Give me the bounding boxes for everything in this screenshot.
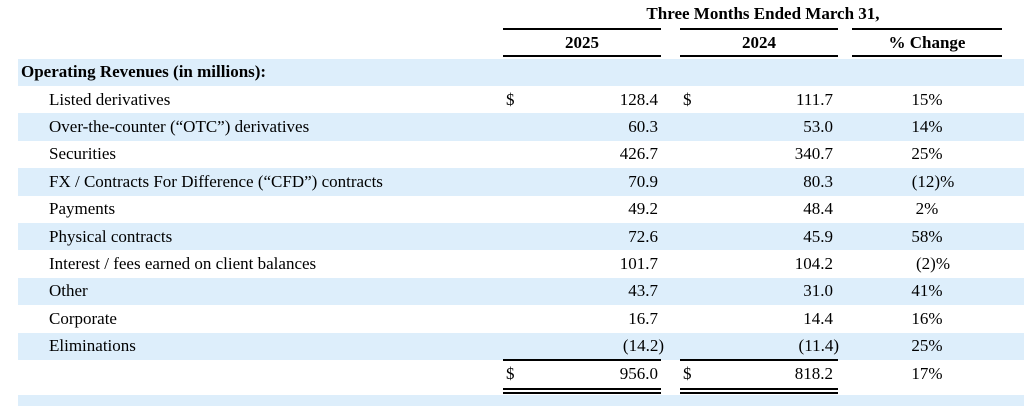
row-value-2025: 49.2: [628, 199, 658, 219]
row-value-2025: 101.7: [619, 253, 658, 273]
col-header-change: % Change: [888, 33, 966, 52]
row-label: Eliminations: [49, 336, 136, 356]
row-change: 25%: [911, 144, 943, 164]
total-value-2024: 818.2: [794, 364, 833, 383]
total-dollar-2025: $: [506, 364, 515, 383]
row-value-2025: (14.2): [622, 336, 664, 356]
row-band: [18, 332, 1024, 360]
row-value-2024: 48.4: [803, 199, 833, 219]
row-value-2025: 426.7: [619, 144, 658, 164]
row-label: Payments: [49, 199, 116, 219]
row-value-2024: 53.0: [803, 116, 833, 136]
row-value-2025: 16.7: [628, 308, 658, 328]
row-value-2025: 60.3: [628, 116, 658, 136]
row-value-2024: 340.7: [794, 144, 833, 164]
total-change: 17%: [911, 364, 943, 383]
row-change: 14%: [911, 116, 943, 136]
period-header: Three Months Ended March 31,: [646, 4, 880, 23]
col-header-2025: 2025: [565, 33, 599, 52]
row-label: Interest / fees earned on client balance…: [49, 253, 317, 273]
row-dollar-2024: $: [683, 89, 692, 109]
row-label: Over-the-counter (“OTC”) derivatives: [49, 116, 310, 136]
total-double-rule-a-2025: [503, 388, 661, 390]
header-rule-change: [852, 28, 1002, 30]
row-value-2024: 111.7: [796, 89, 833, 109]
row-band: [18, 168, 1024, 196]
row-value-2025: 128.4: [619, 89, 658, 109]
header-rule-2024: [680, 28, 838, 30]
total-double-rule-a-2024: [680, 388, 838, 390]
total-value-2025: 956.0: [619, 364, 658, 383]
total-top-rule-2024: [680, 359, 838, 361]
row-value-2024: (11.4): [798, 336, 839, 356]
row-dollar-2025: $: [506, 89, 515, 109]
header-underline-change: [852, 55, 1002, 57]
row-label: Securities: [49, 144, 117, 164]
row-label: Corporate: [49, 308, 117, 328]
row-band: [18, 113, 1024, 141]
section-band: [18, 59, 1024, 86]
row-label: Listed derivatives: [49, 89, 171, 109]
total-double-rule-b-2025: [503, 392, 661, 394]
row-change: (12)%: [911, 171, 955, 191]
row-label: Other: [49, 281, 88, 301]
row-change: 15%: [911, 89, 943, 109]
row-value-2025: 72.6: [628, 226, 658, 246]
total-top-rule-2025: [503, 359, 661, 361]
row-value-2024: 31.0: [803, 281, 833, 301]
total-dollar-2024: $: [683, 364, 692, 383]
row-change: 16%: [911, 308, 943, 328]
row-change: 41%: [911, 281, 943, 301]
row-value-2024: 104.2: [794, 253, 833, 273]
bottom-band: [18, 395, 1024, 406]
row-change: (2)%: [916, 253, 950, 273]
row-change: 2%: [915, 199, 939, 219]
col-header-2024: 2024: [742, 33, 776, 52]
header-underline-2024: [680, 55, 838, 57]
row-value-2024: 45.9: [803, 226, 833, 246]
row-value-2025: 43.7: [628, 281, 658, 301]
row-change: 25%: [911, 336, 943, 356]
header-underline-2025: [503, 55, 661, 57]
row-value-2024: 14.4: [803, 308, 833, 328]
section-title: Operating Revenues (in millions):: [21, 62, 267, 81]
header-rule-2025: [503, 28, 661, 30]
row-band: [18, 223, 1024, 251]
row-label: Physical contracts: [49, 226, 173, 246]
row-label: FX / Contracts For Difference (“CFD”) co…: [49, 171, 383, 191]
total-double-rule-b-2024: [680, 392, 838, 394]
row-value-2024: 80.3: [803, 171, 833, 191]
row-change: 58%: [911, 226, 943, 246]
row-band: [18, 277, 1024, 306]
row-value-2025: 70.9: [628, 171, 658, 191]
